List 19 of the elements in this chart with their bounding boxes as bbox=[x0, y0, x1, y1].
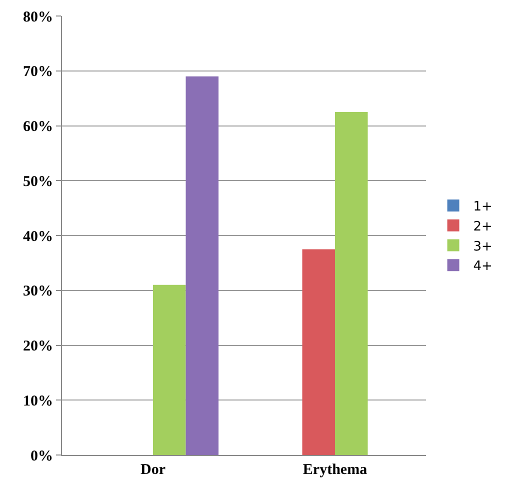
x-tick-label: Erythema bbox=[302, 462, 368, 478]
y-tick-label: 80% bbox=[23, 9, 53, 26]
x-tick-label: Dor bbox=[140, 462, 166, 478]
y-tick-label: 10% bbox=[23, 393, 53, 410]
bar bbox=[302, 249, 335, 455]
y-tick-label: 50% bbox=[23, 174, 53, 190]
y-tick-label: 60% bbox=[23, 119, 53, 135]
y-tick-label: 0% bbox=[30, 448, 53, 464]
legend-label: 4+ bbox=[473, 259, 492, 274]
legend-label: 1+ bbox=[473, 200, 492, 215]
bar bbox=[186, 76, 219, 455]
y-tick-label: 30% bbox=[23, 284, 53, 300]
legend-label: 3+ bbox=[473, 239, 492, 254]
y-tick-label: 20% bbox=[23, 338, 53, 354]
y-tick-label: 40% bbox=[23, 228, 53, 245]
legend-label: 2+ bbox=[473, 219, 492, 234]
bar bbox=[335, 112, 368, 455]
bar bbox=[153, 284, 186, 455]
y-tick-label: 70% bbox=[23, 64, 53, 80]
